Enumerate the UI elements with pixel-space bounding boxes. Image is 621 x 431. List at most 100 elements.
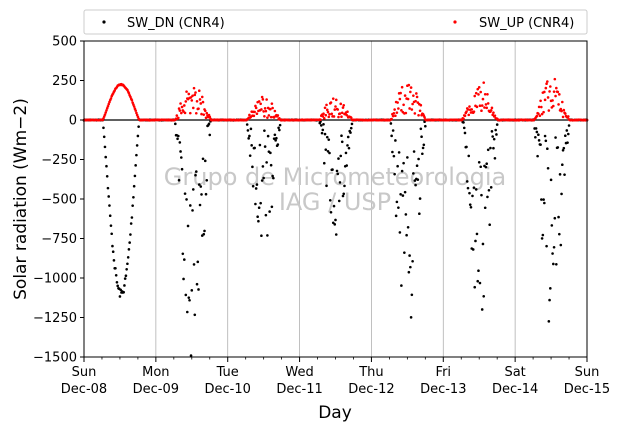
sw-up-point xyxy=(263,114,266,118)
sw-dn-point xyxy=(269,163,273,167)
sw-dn-point xyxy=(552,262,555,266)
sw-up-point xyxy=(323,106,327,110)
sw-up-point xyxy=(105,109,108,112)
sw-up-point xyxy=(107,102,110,106)
sw-up-point xyxy=(398,97,402,101)
sw-up-point xyxy=(407,83,411,87)
sw-dn-point xyxy=(337,199,341,203)
sw-dn-point xyxy=(319,124,323,127)
sw-up-point xyxy=(327,115,331,119)
sw-dn-point xyxy=(412,150,416,153)
sw-up-point xyxy=(197,89,201,93)
sw-dn-point xyxy=(477,161,481,164)
sw-dn-point xyxy=(131,204,134,207)
sw-up-point xyxy=(479,90,483,94)
sw-dn-point xyxy=(197,288,200,291)
sw-up-point xyxy=(346,110,349,113)
sw-dn-point xyxy=(487,188,491,192)
sw-up-point xyxy=(414,99,417,103)
sw-dn-point xyxy=(549,178,553,182)
sw-dn-point xyxy=(543,134,547,138)
sw-up-point xyxy=(412,94,415,97)
y-axis: 500 250 0 −250 −500 −750 −1000 −1250 −1500 xyxy=(33,35,84,366)
sw-dn-point xyxy=(185,198,188,201)
sw-dn-point xyxy=(272,137,276,140)
sw-dn-point xyxy=(536,154,539,158)
sw-up-point xyxy=(535,114,539,118)
x-tick-label-date: Dec-08 xyxy=(61,382,107,397)
sw-dn-point xyxy=(204,192,208,196)
sw-dn-point xyxy=(478,281,482,285)
sw-dn-point xyxy=(349,131,352,134)
sw-dn-point xyxy=(274,139,277,142)
sw-dn-point xyxy=(203,229,206,233)
sw-dn-point xyxy=(248,134,251,138)
sw-dn-point xyxy=(271,174,274,178)
sw-dn-point xyxy=(558,232,561,236)
sw-dn-point xyxy=(493,156,497,160)
sw-up-point xyxy=(543,90,546,94)
sw-up-point xyxy=(198,98,202,101)
sw-dn-point xyxy=(322,161,326,165)
sw-up-point xyxy=(342,104,346,107)
sw-dn-point xyxy=(202,232,206,236)
sw-dn-point xyxy=(414,183,417,187)
sw-up-point xyxy=(175,114,179,117)
sw-dn-point xyxy=(343,184,346,188)
watermark-line-2: IAG / USP xyxy=(279,188,391,216)
y-tick-label: −1000 xyxy=(33,272,77,287)
sw-dn-point xyxy=(133,174,137,178)
sw-dn-point xyxy=(389,122,393,125)
sw-dn-point xyxy=(272,176,275,180)
sw-dn-point xyxy=(463,131,467,135)
sw-dn-point xyxy=(545,244,548,248)
sw-dn-point xyxy=(490,130,494,133)
sw-dn-point xyxy=(537,133,540,137)
sw-dn-point xyxy=(397,151,401,154)
sw-dn-point xyxy=(200,193,203,196)
sw-up-point xyxy=(131,101,134,104)
sw-dn-point xyxy=(195,282,199,286)
watermark-line-1: Grupo de Micrometeorologia xyxy=(164,163,506,191)
sw-dn-point xyxy=(273,133,277,137)
sw-dn-point xyxy=(395,200,399,204)
sw-dn-point xyxy=(413,179,417,182)
sw-up-point xyxy=(410,108,414,111)
sw-dn-point xyxy=(102,135,106,139)
sw-dn-point xyxy=(477,269,480,273)
sw-dn-point xyxy=(401,194,405,197)
sw-up-point xyxy=(394,114,397,118)
sw-up-point xyxy=(188,111,192,115)
x-tick-label-day: Thu xyxy=(358,365,383,380)
sw-dn-point xyxy=(485,162,489,166)
sw-up-point xyxy=(466,108,470,111)
sw-dn-point xyxy=(409,316,413,319)
series-sw-up xyxy=(82,77,589,122)
sw-dn-point xyxy=(256,215,259,219)
sw-up-point xyxy=(325,108,329,112)
x-tick-label-date: Dec-11 xyxy=(276,382,322,397)
sw-dn-point xyxy=(332,204,336,208)
sw-up-point xyxy=(200,112,203,116)
y-tick-label: −1500 xyxy=(33,351,77,366)
sw-up-point xyxy=(177,116,180,120)
sw-up-point xyxy=(106,104,110,108)
sw-dn-point xyxy=(249,127,253,131)
sw-up-point xyxy=(332,115,336,118)
sw-dn-point xyxy=(543,201,546,205)
sw-dn-point xyxy=(566,141,569,144)
sw-dn-point xyxy=(406,156,409,159)
sw-dn-point xyxy=(546,166,550,170)
sw-dn-point xyxy=(551,252,554,255)
x-tick-label-day: Fri xyxy=(436,365,452,380)
sw-dn-point xyxy=(466,186,470,190)
sw-up-point xyxy=(200,95,204,99)
sw-dn-point xyxy=(474,239,477,243)
sw-up-point xyxy=(339,102,343,106)
sw-dn-point xyxy=(397,206,400,209)
sw-dn-point xyxy=(108,204,111,207)
sw-dn-point xyxy=(197,183,201,186)
sw-dn-point xyxy=(137,125,140,128)
sw-dn-point xyxy=(246,129,250,132)
sw-up-point xyxy=(540,105,543,109)
